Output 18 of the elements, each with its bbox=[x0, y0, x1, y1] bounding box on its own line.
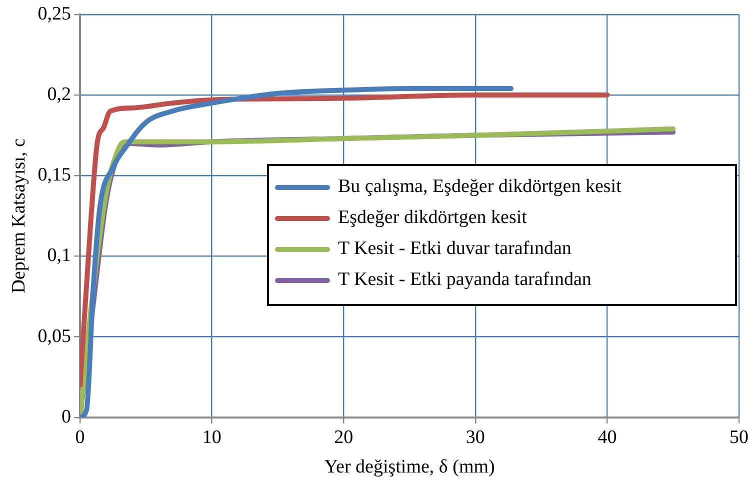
y-tick-label: 0,25 bbox=[38, 3, 72, 24]
y-tick-label: 0 bbox=[62, 406, 72, 428]
x-tick-label: 0 bbox=[75, 426, 85, 448]
legend-label: Bu çalışma, Eşdeğer dikdörtgen kesit bbox=[338, 176, 622, 197]
x-axis-title: Yer değiştime, δ (mm) bbox=[324, 456, 495, 478]
y-tick-label: 0,15 bbox=[38, 164, 72, 186]
legend-label: T Kesit - Etki payanda tarafından bbox=[338, 269, 592, 290]
y-axis-title: Deprem Katsayısı, c bbox=[8, 138, 30, 294]
y-tick-label: 0,2 bbox=[47, 84, 72, 105]
y-tick-label: 0,1 bbox=[47, 245, 72, 266]
legend-label: T Kesit - Etki duvar tarafından bbox=[338, 238, 572, 259]
x-tick-label: 30 bbox=[466, 426, 485, 448]
legend-label: Eşdeğer dikdörtgen kesit bbox=[338, 207, 527, 228]
x-tick-label: 50 bbox=[730, 426, 748, 448]
x-tick-label: 10 bbox=[202, 426, 222, 448]
y-tick-label: 0,05 bbox=[38, 326, 72, 347]
x-tick-label: 20 bbox=[334, 426, 354, 448]
x-tick-label: 40 bbox=[598, 426, 617, 448]
